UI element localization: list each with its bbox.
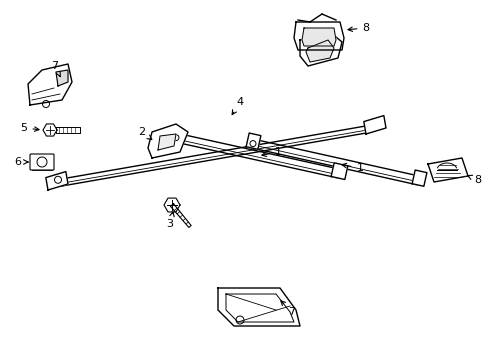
Text: 4: 4: [232, 97, 243, 114]
Polygon shape: [411, 170, 426, 186]
Polygon shape: [293, 22, 343, 50]
Polygon shape: [245, 133, 261, 149]
Text: 2: 2: [138, 127, 151, 140]
Polygon shape: [427, 158, 467, 182]
FancyBboxPatch shape: [30, 154, 54, 170]
Polygon shape: [158, 134, 176, 150]
Polygon shape: [61, 125, 371, 186]
Polygon shape: [56, 127, 80, 133]
Text: 7: 7: [51, 61, 60, 77]
Polygon shape: [168, 127, 184, 144]
Polygon shape: [163, 198, 180, 212]
Text: 1: 1: [341, 163, 363, 173]
Polygon shape: [251, 139, 419, 185]
Polygon shape: [28, 64, 72, 105]
Polygon shape: [218, 288, 299, 326]
Polygon shape: [330, 163, 347, 180]
Polygon shape: [302, 28, 335, 46]
Text: 3: 3: [166, 212, 174, 229]
Polygon shape: [43, 124, 57, 136]
Text: 8: 8: [347, 23, 369, 33]
Polygon shape: [56, 70, 68, 86]
Polygon shape: [363, 116, 385, 134]
Text: 6: 6: [15, 157, 28, 167]
Polygon shape: [46, 172, 68, 190]
Text: 7: 7: [280, 301, 295, 317]
Polygon shape: [170, 204, 191, 228]
Polygon shape: [148, 124, 187, 158]
Polygon shape: [305, 40, 333, 62]
Text: 8: 8: [467, 175, 481, 185]
Text: 1: 1: [262, 147, 281, 157]
Polygon shape: [299, 32, 341, 66]
Polygon shape: [175, 133, 339, 178]
Text: 5: 5: [20, 123, 39, 133]
